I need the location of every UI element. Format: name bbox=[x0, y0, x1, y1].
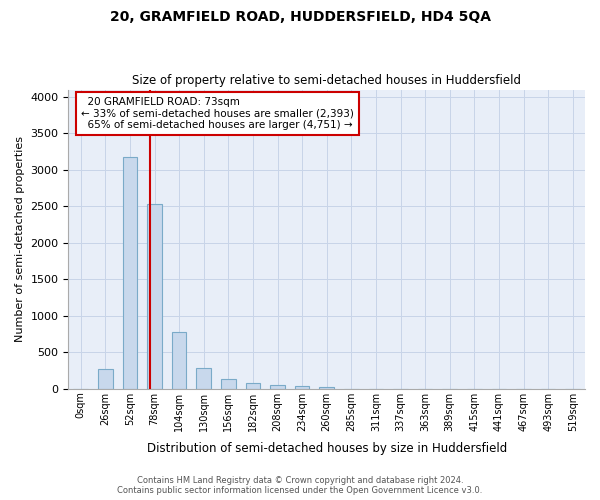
Text: 20 GRAMFIELD ROAD: 73sqm
← 33% of semi-detached houses are smaller (2,393)
  65%: 20 GRAMFIELD ROAD: 73sqm ← 33% of semi-d… bbox=[82, 97, 354, 130]
X-axis label: Distribution of semi-detached houses by size in Huddersfield: Distribution of semi-detached houses by … bbox=[146, 442, 507, 455]
Text: 20, GRAMFIELD ROAD, HUDDERSFIELD, HD4 5QA: 20, GRAMFIELD ROAD, HUDDERSFIELD, HD4 5Q… bbox=[110, 10, 491, 24]
Bar bbox=[270, 384, 285, 388]
Bar bbox=[122, 156, 137, 388]
Y-axis label: Number of semi-detached properties: Number of semi-detached properties bbox=[15, 136, 25, 342]
Title: Size of property relative to semi-detached houses in Huddersfield: Size of property relative to semi-detach… bbox=[132, 74, 521, 87]
Bar bbox=[319, 386, 334, 388]
Bar bbox=[221, 379, 236, 388]
Text: Contains HM Land Registry data © Crown copyright and database right 2024.
Contai: Contains HM Land Registry data © Crown c… bbox=[118, 476, 482, 495]
Bar bbox=[245, 383, 260, 388]
Bar bbox=[196, 368, 211, 388]
Bar bbox=[147, 204, 162, 388]
Bar bbox=[172, 332, 187, 388]
Bar bbox=[295, 386, 310, 388]
Bar bbox=[98, 369, 113, 388]
